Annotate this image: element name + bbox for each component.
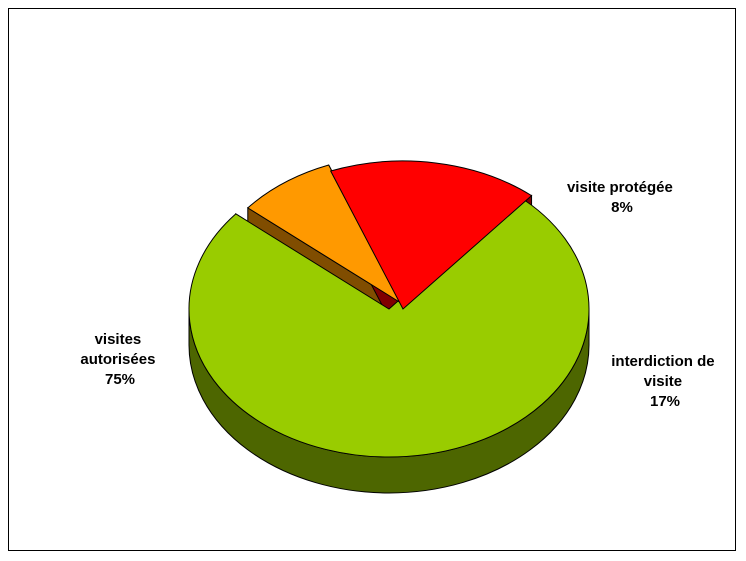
slice-protegee [246,164,403,305]
label-interdiction: interdiction de visite 17% [611,353,719,410]
label-protegee: visite protégée 8% [567,179,677,216]
chart-frame: visites autorisées 75% visite protégée 8… [8,8,736,551]
slice-autorisees [188,195,590,458]
pie-tops [188,160,590,458]
slice-interdiction [329,160,533,310]
pie-chart: visites autorisées 75% visite protégée 8… [80,160,719,494]
label-autorisees: visites autorisées 75% [80,331,159,388]
